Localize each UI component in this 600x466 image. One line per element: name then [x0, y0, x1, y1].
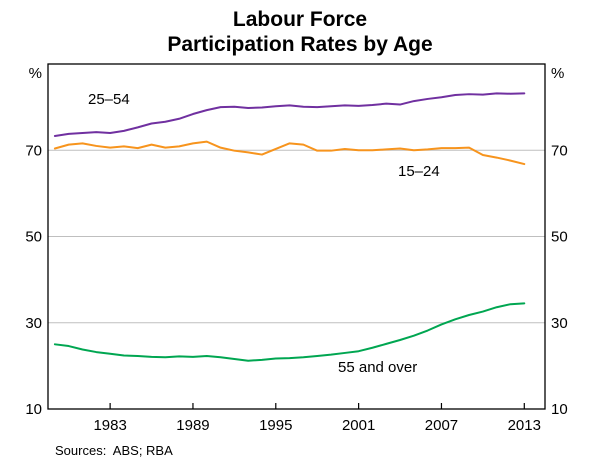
y-tick-label-left: 30 [25, 315, 42, 332]
y-axis-unit-left: % [29, 65, 42, 82]
series-line-25–54 [53, 92, 526, 138]
chart-title-line1: Labour Force [232, 8, 368, 31]
y-tick-label-left: 70 [25, 142, 42, 159]
plot-border [47, 63, 546, 410]
y-tick-label-left: 10 [25, 401, 42, 418]
y-tick-label-right: 70 [551, 142, 568, 159]
series-label-25–54: 25–54 [88, 91, 130, 108]
y-tick-label-right: 50 [551, 229, 568, 246]
x-tick-label: 1983 [93, 417, 126, 434]
x-tick-label: 1995 [259, 417, 292, 434]
y-tick-label-right: 30 [551, 315, 568, 332]
x-tick-label: 2013 [508, 417, 541, 434]
chart-title: Labour Force Participation Rates by Age [0, 7, 600, 57]
x-tick-label: 1989 [176, 417, 209, 434]
series-label-15–24: 15–24 [398, 163, 440, 180]
series-label-55-and-over: 55 and over [338, 359, 417, 376]
y-tick-label-right: 10 [551, 401, 568, 418]
series-line-15–24 [53, 140, 526, 166]
y-axis-unit-right: % [551, 65, 564, 82]
sources-note: Sources: ABS; RBA [55, 443, 173, 458]
y-tick-label-left: 50 [25, 229, 42, 246]
series-line-55-and-over [53, 302, 526, 362]
chart-title-line2: Participation Rates by Age [167, 33, 433, 56]
x-tick-label: 2001 [342, 417, 375, 434]
x-tick-label: 2007 [425, 417, 458, 434]
participation-rate-chart: 1983 1989 1995 2001 2007 2013 70 70 50 50 30 30 10 10… [25, 63, 568, 434]
